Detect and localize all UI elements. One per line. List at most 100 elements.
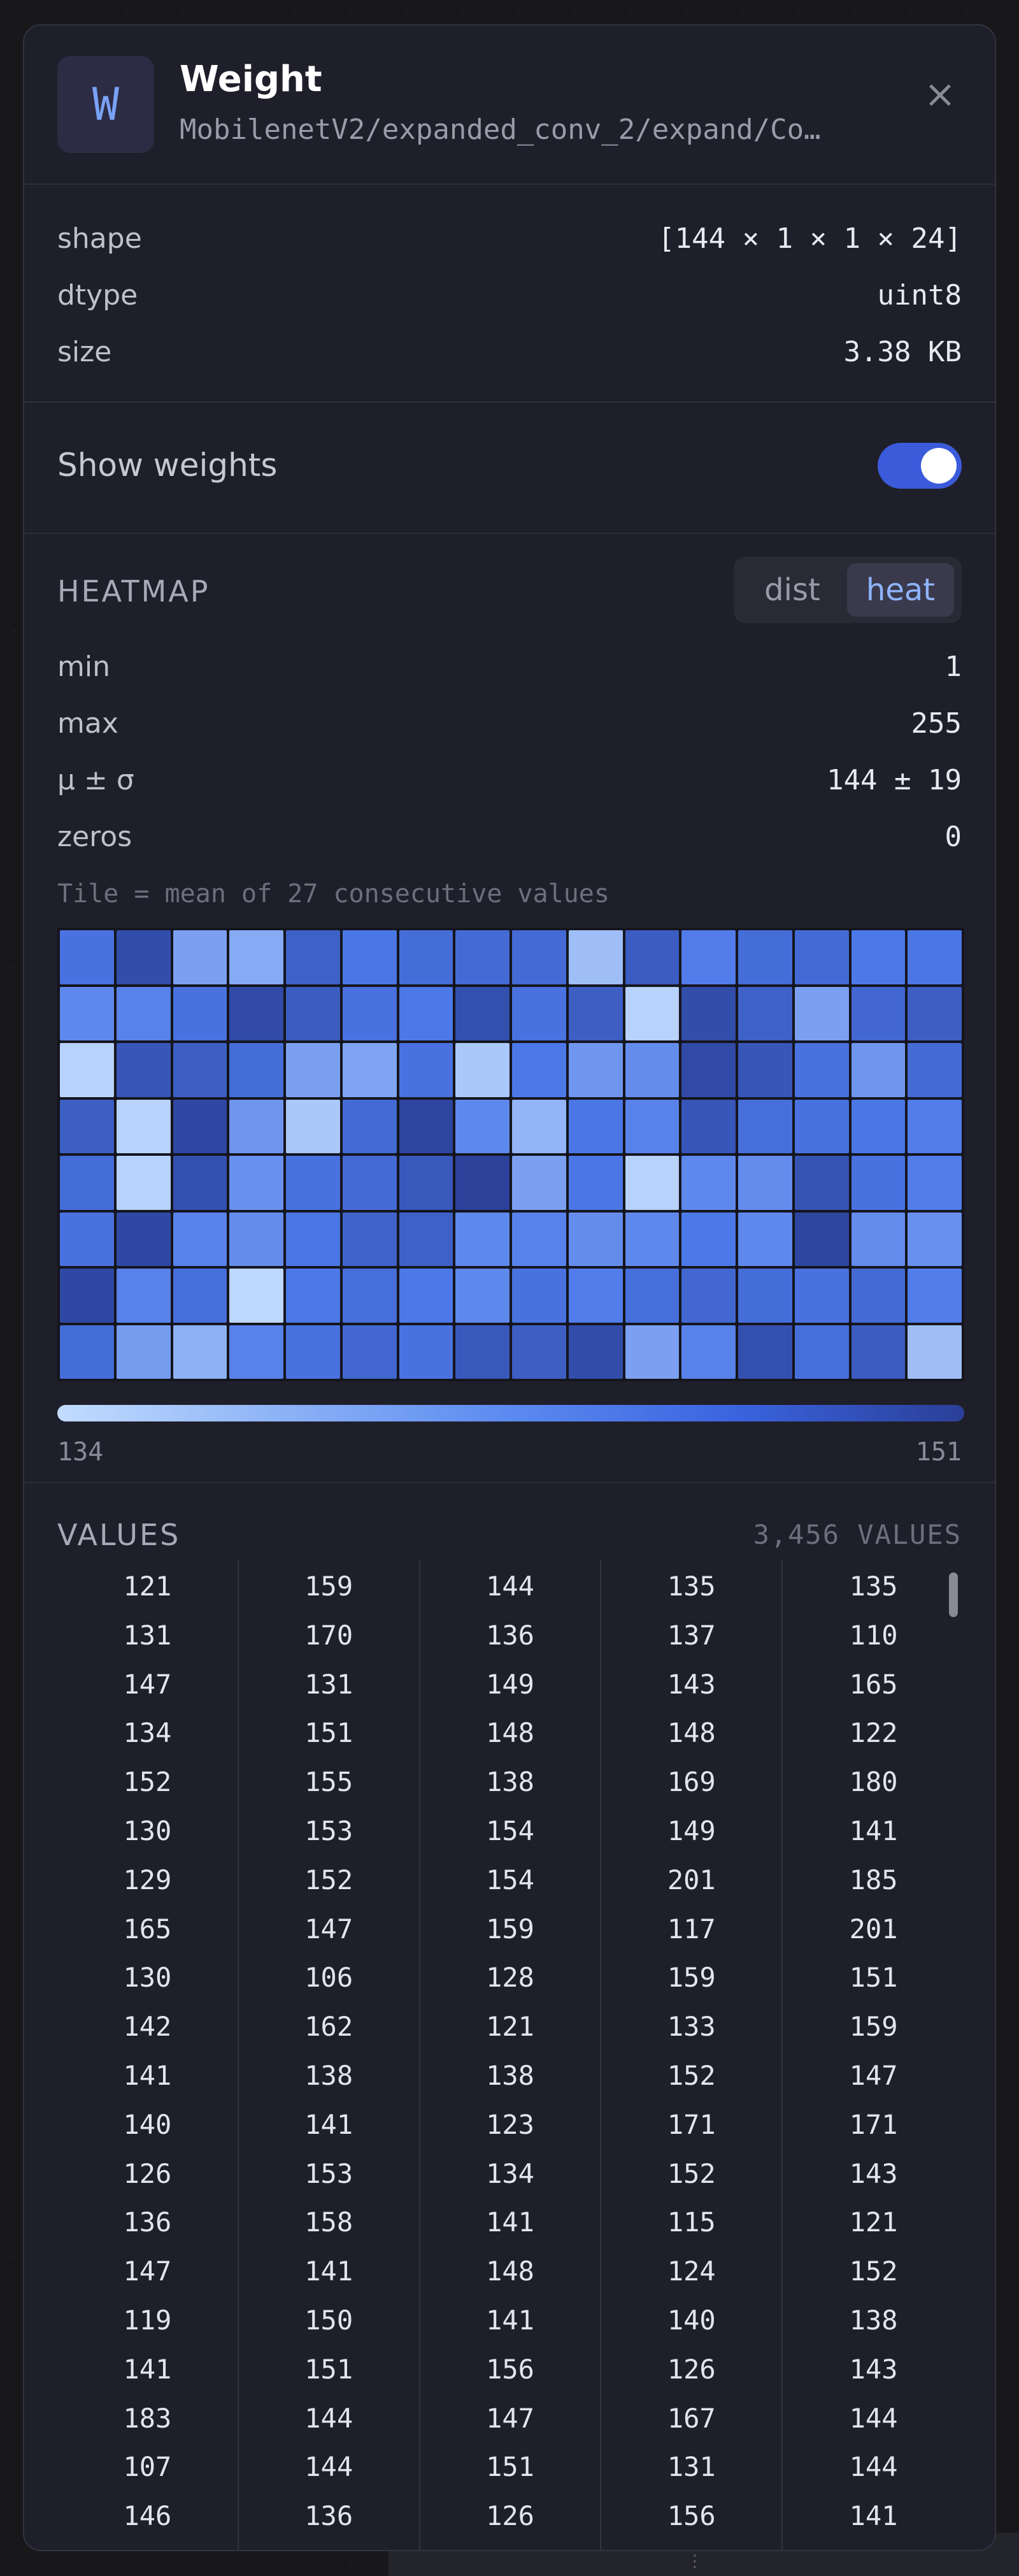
heatmap-cell[interactable] (908, 1099, 962, 1153)
heatmap-cell[interactable] (681, 1156, 736, 1210)
heatmap-cell[interactable] (681, 1099, 736, 1153)
heatmap-cell[interactable] (681, 1212, 736, 1266)
heatmap-cell[interactable] (625, 1269, 680, 1323)
heatmap-cell[interactable] (908, 1212, 962, 1266)
heatmap-cell[interactable] (568, 1269, 623, 1323)
heatmap-cell[interactable] (399, 930, 453, 984)
heatmap-cell[interactable] (286, 1269, 340, 1323)
heatmap-cell[interactable] (399, 1099, 453, 1153)
heatmap-cell[interactable] (286, 1043, 340, 1097)
heatmap-cell[interactable] (512, 1269, 566, 1323)
heatmap-cell[interactable] (116, 986, 171, 1040)
heatmap-cell[interactable] (60, 1156, 114, 1210)
heatmap-cell[interactable] (568, 1325, 623, 1379)
heatmap-cell[interactable] (625, 1212, 680, 1266)
heatmap-cell[interactable] (455, 1099, 510, 1153)
heatmap-cell[interactable] (455, 1043, 510, 1097)
heatmap-cell[interactable] (60, 1099, 114, 1153)
heatmap-cell[interactable] (851, 986, 906, 1040)
heatmap-cell[interactable] (455, 986, 510, 1040)
show-weights-toggle[interactable] (878, 443, 962, 489)
heatmap-cell[interactable] (681, 1043, 736, 1097)
heatmap-cell[interactable] (116, 1043, 171, 1097)
heatmap-cell[interactable] (625, 1043, 680, 1097)
heatmap-cell[interactable] (60, 1269, 114, 1323)
heatmap-cell[interactable] (116, 930, 171, 984)
heatmap-cell[interactable] (399, 1043, 453, 1097)
heatmap-cell[interactable] (794, 1269, 849, 1323)
heatmap-cell[interactable] (286, 1099, 340, 1153)
heatmap-cell[interactable] (173, 1156, 227, 1210)
heatmap-cell[interactable] (286, 986, 340, 1040)
heatmap-cell[interactable] (342, 1043, 397, 1097)
close-icon[interactable]: × (923, 72, 957, 117)
heatmap-cell[interactable] (512, 1099, 566, 1153)
heatmap-cell[interactable] (568, 986, 623, 1040)
heatmap-cell[interactable] (851, 1325, 906, 1379)
heatmap-cell[interactable] (399, 1325, 453, 1379)
heatmap-cell[interactable] (399, 1156, 453, 1210)
heatmap-cell[interactable] (794, 930, 849, 984)
heatmap-cell[interactable] (908, 1156, 962, 1210)
heatmap-cell[interactable] (738, 1156, 792, 1210)
heatmap-cell[interactable] (738, 1212, 792, 1266)
heatmap-cell[interactable] (342, 1099, 397, 1153)
heatmap-cell[interactable] (512, 1043, 566, 1097)
heatmap-cell[interactable] (738, 1099, 792, 1153)
heatmap-cell[interactable] (681, 1269, 736, 1323)
heatmap-cell[interactable] (512, 986, 566, 1040)
heatmap-cell[interactable] (908, 1269, 962, 1323)
heatmap-cell[interactable] (116, 1269, 171, 1323)
mode-dist-button[interactable]: dist (764, 572, 820, 608)
heatmap-cell[interactable] (851, 1212, 906, 1266)
heatmap-cell[interactable] (342, 986, 397, 1040)
heatmap-cell[interactable] (399, 986, 453, 1040)
heatmap-cell[interactable] (173, 1269, 227, 1323)
heatmap-cell[interactable] (60, 1043, 114, 1097)
heatmap-cell[interactable] (173, 1099, 227, 1153)
heatmap-cell[interactable] (681, 986, 736, 1040)
heatmap-cell[interactable] (229, 1325, 283, 1379)
heatmap-cell[interactable] (908, 930, 962, 984)
heatmap-cell[interactable] (173, 1043, 227, 1097)
heatmap-cell[interactable] (738, 1269, 792, 1323)
heatmap-cell[interactable] (851, 1156, 906, 1210)
heatmap-cell[interactable] (455, 1156, 510, 1210)
heatmap-cell[interactable] (568, 1043, 623, 1097)
heatmap-cell[interactable] (851, 930, 906, 984)
heatmap-cell[interactable] (399, 1269, 453, 1323)
heatmap-cell[interactable] (738, 930, 792, 984)
heatmap-cell[interactable] (60, 986, 114, 1040)
heatmap-cell[interactable] (512, 930, 566, 984)
heatmap-cell[interactable] (681, 930, 736, 984)
heatmap-cell[interactable] (229, 930, 283, 984)
heatmap-cell[interactable] (851, 1269, 906, 1323)
heatmap-cell[interactable] (794, 1099, 849, 1153)
heatmap-cell[interactable] (568, 1212, 623, 1266)
heatmap-cell[interactable] (794, 1325, 849, 1379)
heatmap-cell[interactable] (342, 1212, 397, 1266)
heatmap-cell[interactable] (116, 1212, 171, 1266)
heatmap-cell[interactable] (455, 1325, 510, 1379)
heatmap-cell[interactable] (625, 986, 680, 1040)
heatmap-cell[interactable] (286, 930, 340, 984)
heatmap-cell[interactable] (738, 1325, 792, 1379)
heatmap-cell[interactable] (794, 1156, 849, 1210)
heatmap-cell[interactable] (908, 1043, 962, 1097)
heatmap-cell[interactable] (681, 1325, 736, 1379)
heatmap-cell[interactable] (173, 930, 227, 984)
heatmap-cell[interactable] (455, 1212, 510, 1266)
heatmap-cell[interactable] (568, 1099, 623, 1153)
heatmap-cell[interactable] (738, 1043, 792, 1097)
heatmap-cell[interactable] (512, 1325, 566, 1379)
heatmap-cell[interactable] (173, 1212, 227, 1266)
heatmap-cell[interactable] (908, 986, 962, 1040)
heatmap-cell[interactable] (173, 1325, 227, 1379)
values-scrollbar[interactable] (949, 1572, 958, 1617)
heatmap-cell[interactable] (116, 1325, 171, 1379)
heatmap-cell[interactable] (568, 1156, 623, 1210)
heatmap-cell[interactable] (625, 1325, 680, 1379)
heatmap-cell[interactable] (60, 1325, 114, 1379)
heatmap-cell[interactable] (342, 1325, 397, 1379)
heatmap-cell[interactable] (738, 986, 792, 1040)
